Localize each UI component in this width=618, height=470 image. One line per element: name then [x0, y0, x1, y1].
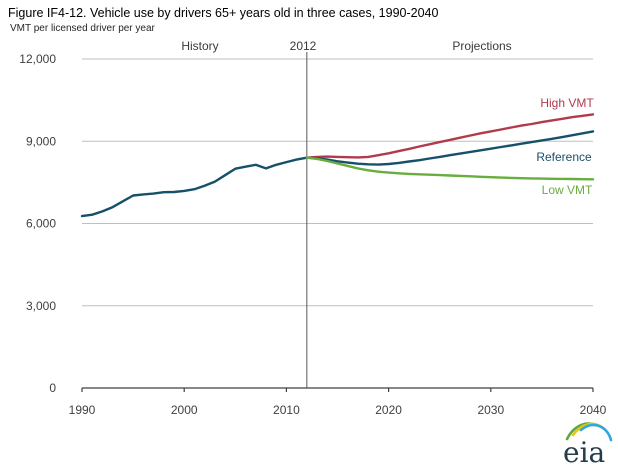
- annotation-label: 2012: [290, 39, 317, 53]
- x-tick-label: 2020: [375, 403, 402, 417]
- series-label-high-vmt: High VMT: [540, 96, 594, 110]
- figure-title: Figure IF4-12. Vehicle use by drivers 65…: [8, 6, 439, 20]
- x-tick-label: 1990: [69, 403, 96, 417]
- series-line-reference: [305, 130, 595, 166]
- y-tick-label: 0: [49, 381, 56, 395]
- annotation-label: History: [181, 39, 218, 53]
- series-label-low-vmt: Low VMT: [542, 183, 593, 197]
- series-label-reference: Reference: [536, 150, 592, 164]
- series-line-high-vmt: [305, 113, 595, 159]
- y-tick-label: 3,000: [26, 299, 56, 313]
- x-tick-label: 2040: [580, 403, 607, 417]
- x-tick-label: 2010: [273, 403, 300, 417]
- y-tick-label: 9,000: [26, 134, 56, 148]
- y-tick-label: 12,000: [19, 52, 56, 66]
- eia-logo: eia: [563, 422, 613, 469]
- logo-arc-blue: [579, 423, 613, 442]
- gridlines: [82, 58, 593, 307]
- tick-labels: 0 3,000 6,000 9,000 12,000 1990 2000 2010 2020 20…: [19, 52, 606, 417]
- axes: [81, 387, 594, 392]
- annotation-label: Projections: [452, 39, 511, 53]
- data-series: [80, 113, 595, 218]
- logo-text: eia: [563, 436, 605, 469]
- x-tick-label: 2000: [171, 403, 198, 417]
- y-tick-label: 6,000: [26, 217, 56, 231]
- series-labels: High VMT Reference Low VMT: [536, 96, 594, 197]
- chart-annotations: History 2012 Projections: [181, 39, 511, 53]
- series-line-low-vmt: [305, 156, 595, 181]
- figure-subtitle: VMT per licensed driver per year: [10, 23, 155, 34]
- series-line-history: [80, 156, 308, 218]
- x-tick-label: 2030: [477, 403, 504, 417]
